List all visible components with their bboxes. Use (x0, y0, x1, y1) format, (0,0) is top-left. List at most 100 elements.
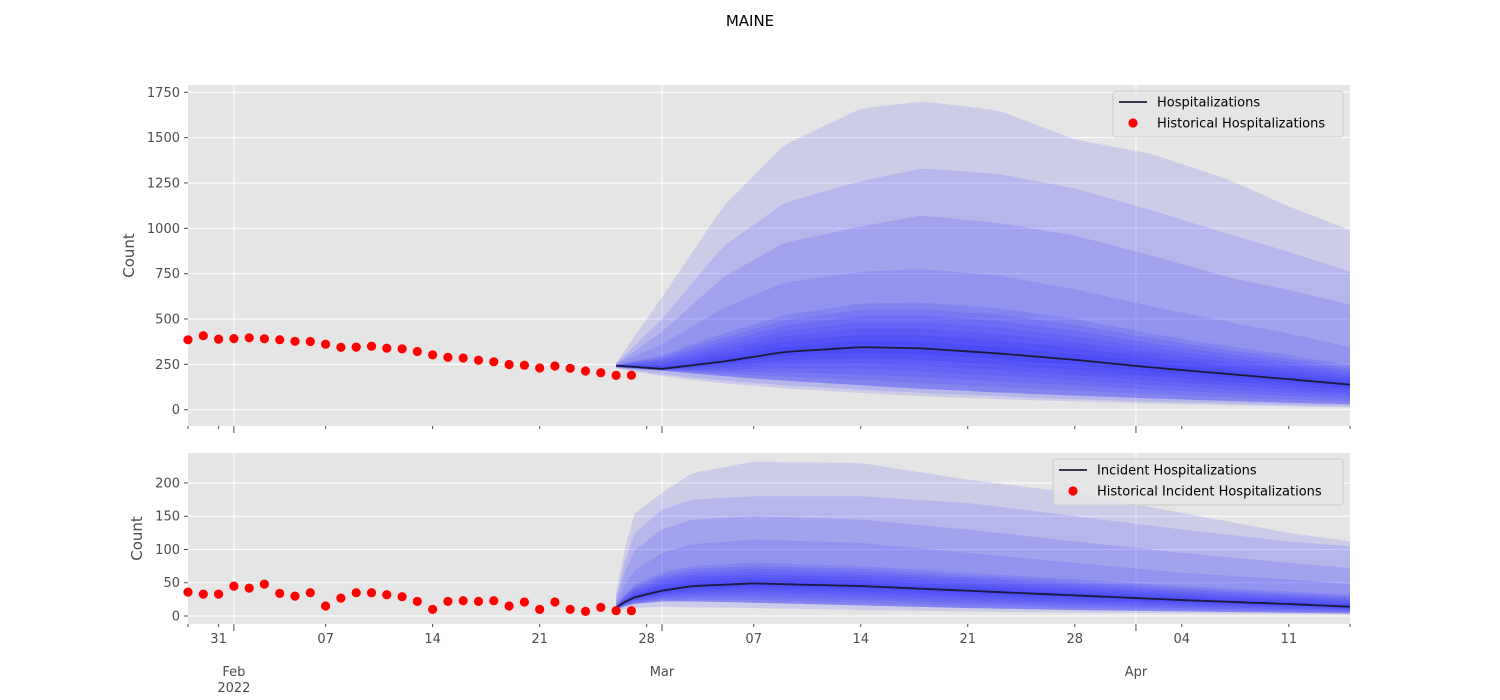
y-tick-label: 50 (163, 576, 180, 591)
observed-point (382, 590, 392, 600)
prediction-interval-band (616, 580, 1350, 608)
y-tick-label: 1250 (147, 176, 180, 191)
y-tick-label: 0 (172, 403, 180, 418)
observed-point (336, 593, 346, 603)
observed-point (504, 359, 514, 370)
observed-point (183, 587, 193, 597)
prediction-interval-band (616, 562, 1350, 614)
legend-label: Hospitalizations (1157, 96, 1260, 111)
observed-point (550, 597, 560, 607)
y-tick-label: 100 (155, 543, 180, 558)
observed-point (290, 336, 300, 346)
x-tick-label: 14 (852, 632, 869, 647)
observed-point (366, 588, 377, 598)
observed-point (458, 353, 468, 363)
observed-point (275, 335, 285, 345)
prediction-interval-band (616, 101, 1350, 408)
observed-point (275, 588, 285, 599)
x-tick-label: 14 (424, 632, 441, 647)
observed-point (214, 334, 224, 344)
prediction-interval-band (616, 216, 1350, 405)
observed-point (305, 336, 315, 347)
prediction-interval-band (616, 516, 1350, 614)
prediction-interval-band (616, 539, 1350, 614)
observed-point (519, 360, 530, 370)
observed-point (198, 331, 208, 341)
observed-point (473, 596, 484, 607)
y-tick-label: 150 (155, 510, 180, 525)
y-tick-label: 200 (155, 476, 180, 491)
observed-point (489, 357, 499, 367)
prediction-interval-band (616, 309, 1350, 402)
observed-point (214, 589, 224, 599)
observed-point (412, 346, 422, 357)
observed-point (305, 588, 315, 598)
observed-point (580, 606, 591, 617)
top-legend: Hospitalizations Historical Hospitalizati… (1112, 90, 1344, 138)
y-tick-label: 1000 (147, 222, 180, 237)
prediction-interval-band (616, 568, 1350, 612)
observed-point (580, 366, 591, 376)
legend-marker-swatch (1068, 486, 1078, 496)
observed-point (565, 363, 575, 373)
legend-label: Historical Hospitalizations (1157, 117, 1325, 132)
observed-point (519, 597, 530, 607)
x-tick-label: 07 (317, 632, 334, 647)
observed-point (397, 592, 407, 602)
top-median-line (616, 346, 1351, 386)
observed-point (244, 583, 254, 593)
observed-point (183, 335, 193, 345)
y-axis-label: Count (120, 233, 138, 278)
legend-label: Incident Hospitalizations (1097, 464, 1257, 479)
chart-title: MAINE (726, 12, 774, 30)
prediction-interval-band (616, 168, 1350, 406)
observed-point (321, 601, 331, 611)
observed-point (351, 342, 361, 352)
observed-point (229, 581, 239, 591)
observed-point (351, 588, 361, 598)
top-grid (188, 85, 1350, 426)
observed-point (596, 602, 606, 613)
x-tick-label: 28 (638, 632, 655, 647)
prediction-interval-band (616, 334, 1350, 391)
x-tick-label: 21 (531, 632, 548, 647)
observed-point (443, 596, 453, 607)
top-observed-points (183, 331, 637, 380)
observed-point (244, 333, 254, 343)
observed-point (382, 343, 392, 353)
y-tick-label: 1750 (147, 86, 180, 101)
bottom-observed-points (183, 579, 637, 617)
prediction-interval-band (616, 269, 1350, 405)
x-tick-label: 31 (210, 632, 227, 647)
y-tick-label: 0 (172, 610, 180, 625)
observed-point (443, 352, 453, 362)
y-tick-label: 750 (155, 267, 180, 282)
prediction-interval-band (616, 340, 1350, 388)
x-month-label: Apr (1125, 665, 1148, 680)
observed-point (596, 368, 606, 378)
observed-point (611, 606, 621, 616)
observed-point (611, 370, 621, 380)
y-tick-label: 250 (155, 358, 180, 373)
observed-point (336, 342, 346, 352)
observed-point (366, 341, 377, 351)
observed-point (550, 361, 560, 371)
prediction-interval-band (616, 322, 1350, 396)
observed-point (259, 579, 269, 589)
legend-marker-swatch (1128, 118, 1138, 128)
bottom-legend: Incident Hospitalizations Historical Inci… (1052, 458, 1344, 506)
x-year-label: 2022 (217, 681, 250, 696)
observed-point (229, 334, 239, 344)
bottom-panel: 0 50 100 150 200 Count 31 07 14 21 28 07 14 21 28 04 11 F… (128, 453, 1351, 696)
x-tick-label: 28 (1067, 632, 1084, 647)
x-month-label: Feb (222, 665, 245, 680)
y-tick-label: 1500 (147, 131, 180, 146)
observed-point (626, 606, 637, 616)
observed-point (535, 363, 545, 373)
observed-point (397, 344, 407, 354)
x-tick-label: 21 (959, 632, 976, 647)
observed-point (290, 591, 300, 601)
bottom-median-line (615, 582, 1351, 609)
